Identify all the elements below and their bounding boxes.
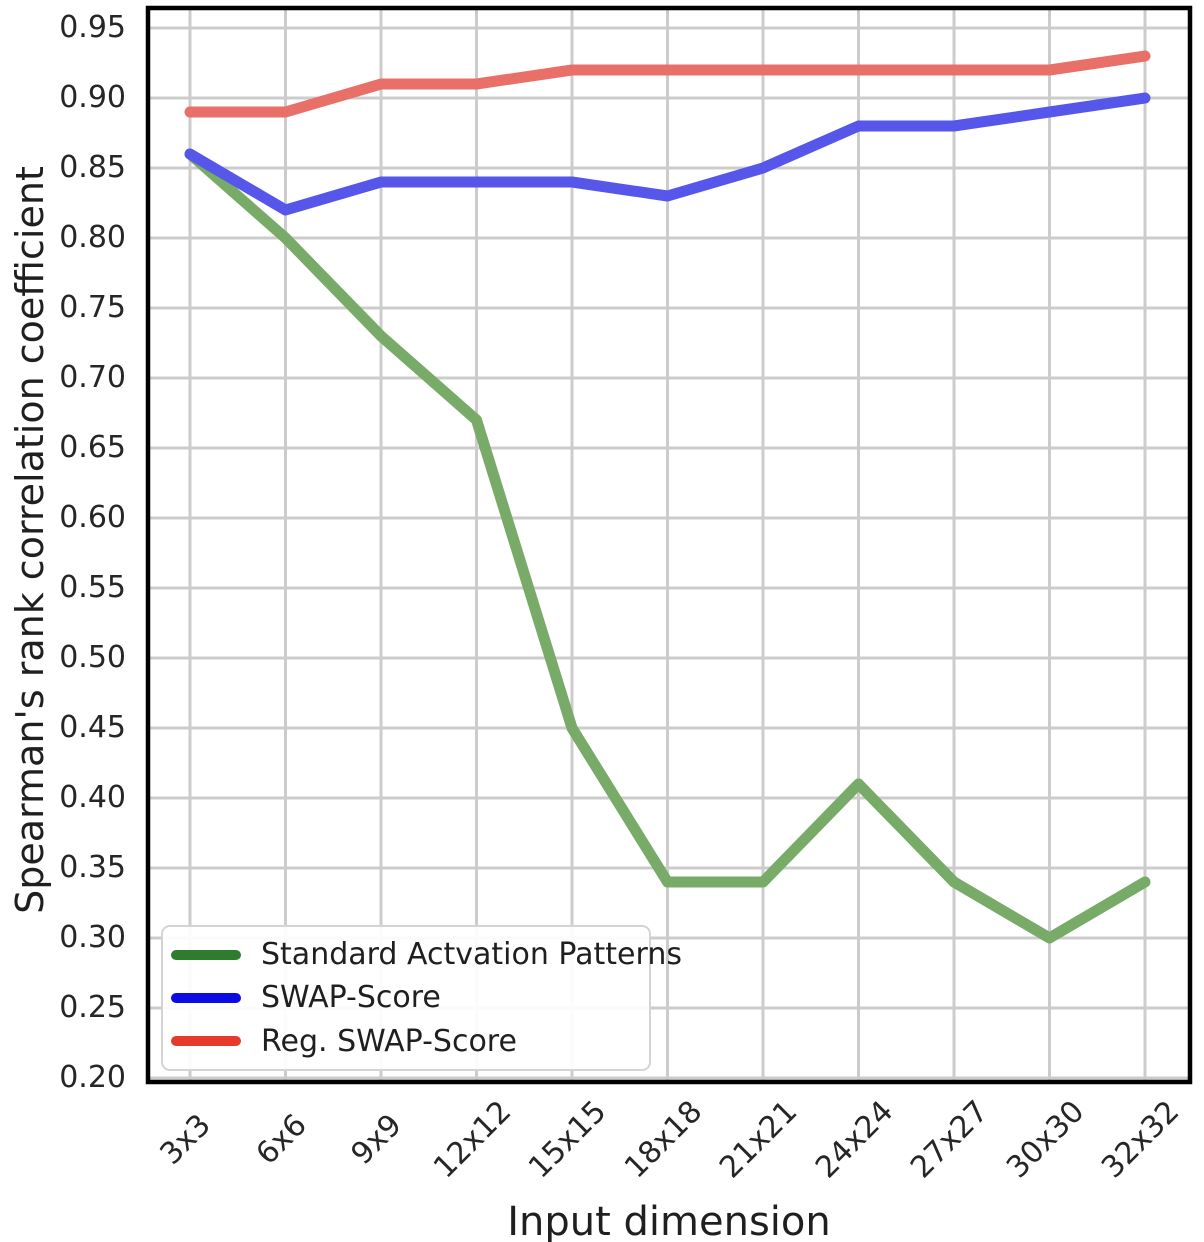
y-tick-label: 0.25 (59, 990, 126, 1025)
y-tick-label: 0.75 (59, 290, 126, 325)
legend-swatch-red (171, 1036, 241, 1047)
legend-label: Reg. SWAP-Score (261, 1023, 517, 1059)
legend-swatch-blue (171, 992, 241, 1003)
y-tick-label: 0.40 (59, 780, 126, 815)
series-line-standard-actvation-patterns (184, 148, 1151, 944)
legend-label: Standard Actvation Patterns (261, 937, 682, 973)
series-line-reg-swap-score (184, 50, 1151, 118)
legend-item-reg-swap-score: Reg. SWAP-Score (163, 1020, 649, 1063)
y-tick-label: 0.45 (59, 710, 126, 745)
y-tick-label: 0.70 (59, 360, 126, 395)
legend-swatch-green (171, 949, 241, 960)
legend-item-swap-score: SWAP-Score (163, 976, 649, 1019)
legend: Standard Actvation Patterns SWAP-Score R… (161, 925, 682, 1071)
y-tick-label: 0.80 (59, 220, 126, 255)
y-tick-label: 0.95 (59, 10, 126, 45)
y-tick-label: 0.60 (59, 500, 126, 535)
y-tick-label: 0.65 (59, 430, 126, 465)
y-tick-label: 0.35 (59, 850, 126, 885)
x-axis-title: Input dimension (507, 1199, 831, 1242)
y-tick-label: 0.50 (59, 640, 126, 675)
y-tick-label: 0.30 (59, 920, 126, 955)
y-tick-label: 0.90 (59, 80, 126, 115)
legend-label: SWAP-Score (261, 980, 441, 1016)
y-tick-label: 0.55 (59, 570, 126, 605)
plot-border (145, 5, 1193, 1085)
legend-item-standard-activation-patterns: Standard Actvation Patterns (163, 933, 682, 976)
y-axis-title: Spearman's rank correlation coefficient (8, 166, 52, 914)
y-tick-label: 0.85 (59, 150, 126, 185)
y-tick-label: 0.20 (59, 1060, 126, 1095)
series-line-swap-score (184, 92, 1151, 216)
